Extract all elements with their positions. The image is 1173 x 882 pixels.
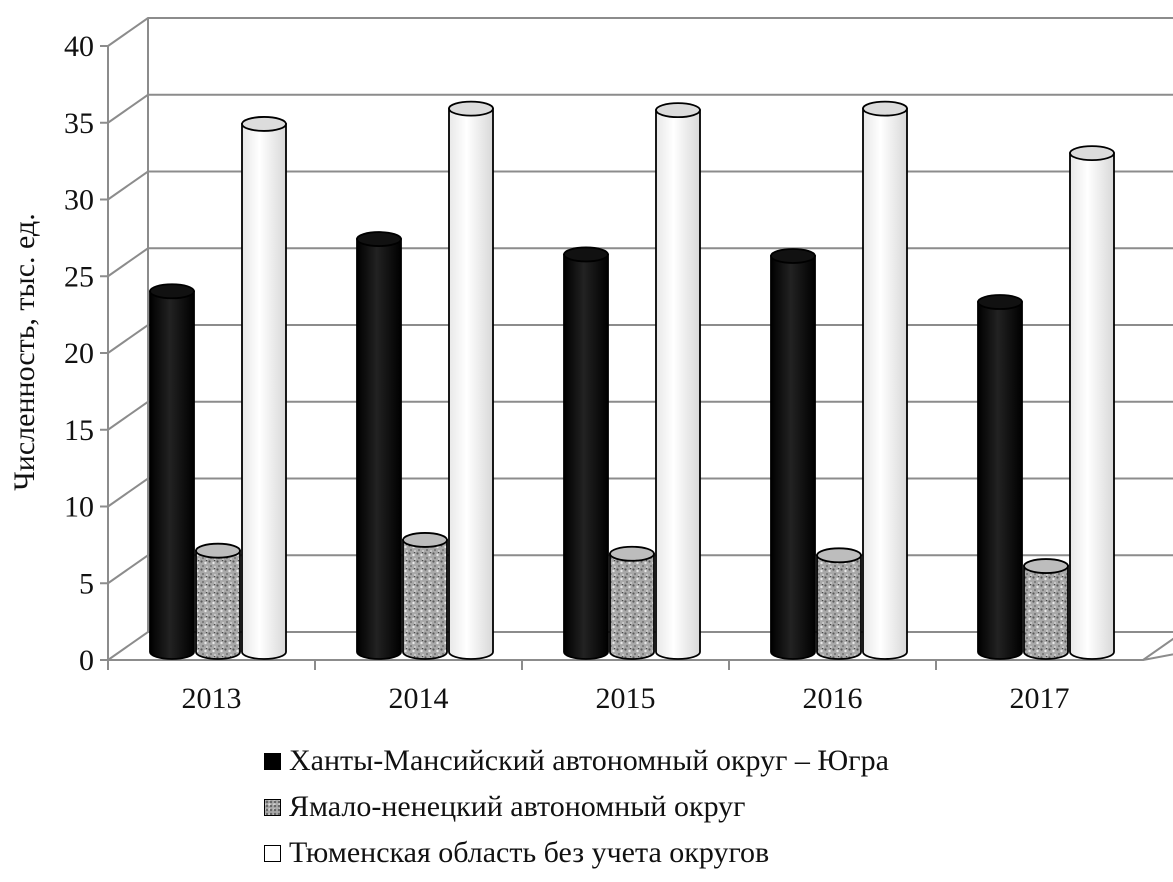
bar-body (816, 554, 862, 660)
y-tick-label: 25 (64, 260, 94, 293)
y-axis-ticks: 0 5 10 15 20 25 30 35 40 (64, 30, 108, 677)
bar-2016-series-2 (862, 100, 908, 660)
y-tick-label: 35 (64, 107, 94, 140)
y-axis-title: Численность, тыс. ед. (8, 213, 41, 490)
y-tick-label: 30 (64, 184, 94, 217)
chart-floor (104, 631, 1173, 661)
bar-2017-series-0 (977, 294, 1023, 660)
gridline (107, 324, 1173, 354)
bar-2013-series-2 (241, 116, 287, 660)
bar-top-cap (149, 283, 195, 300)
bar-2016-series-1 (816, 547, 862, 660)
legend-label: Ямало-ненецкий автономный округ (289, 790, 746, 823)
gridline (107, 247, 1173, 278)
x-tick-label: 2015 (596, 682, 656, 715)
bar-series (149, 100, 1115, 660)
y-tick-label: 15 (64, 414, 94, 447)
bar-body (402, 539, 448, 660)
y-tick-label: 40 (64, 30, 94, 63)
bar-body (356, 238, 402, 660)
bar-top-cap (448, 100, 494, 117)
bar-top-cap (862, 100, 908, 117)
bar-body (195, 549, 241, 660)
bar-2016-series-0 (770, 248, 816, 660)
floor-right-edge (1142, 653, 1173, 661)
bar-top-cap (977, 294, 1023, 310)
gridline (107, 93, 1173, 124)
bar-top-cap (402, 532, 448, 548)
bar-2013-series-0 (149, 283, 195, 660)
x-tick-label: 2014 (389, 682, 449, 715)
bar-body (770, 255, 816, 660)
bar-body (1069, 152, 1115, 660)
legend-label: Тюменская область без учета округов (289, 836, 770, 869)
legend-swatch-white (264, 844, 281, 862)
bar-top-cap (563, 246, 609, 263)
bar-top-cap (356, 231, 402, 247)
bar-body (609, 552, 655, 660)
bar-2015-series-2 (655, 102, 701, 660)
bar-body (241, 123, 287, 660)
bar-body (655, 109, 701, 660)
gridline (107, 477, 1173, 508)
y-tick-label: 10 (64, 491, 94, 524)
bar-body (149, 290, 195, 660)
y-tick-label: 20 (64, 337, 94, 370)
bar-body (448, 107, 494, 660)
x-tick-label: 2017 (1010, 682, 1070, 715)
bar-top-cap (195, 542, 241, 559)
x-axis-ticks: 2013 2014 2015 2016 2017 (107, 660, 1070, 715)
bar-top-cap (1023, 558, 1069, 574)
legend-item-yanao: Ямало-ненецкий автономный округ (264, 788, 889, 826)
bar-2017-series-2 (1069, 145, 1115, 660)
bar-2013-series-1 (195, 542, 241, 660)
bar-body (563, 253, 609, 660)
bar-top-cap (609, 545, 655, 562)
bar-body (1023, 565, 1069, 660)
legend: Ханты-Мансийский автономный округ – Югра… (264, 742, 889, 880)
legend-item-khmao: Ханты-Мансийский автономный округ – Югра (264, 742, 889, 780)
gridline (107, 400, 1173, 431)
bar-2015-series-1 (609, 545, 655, 660)
gridline (107, 170, 1173, 201)
bar-2014-series-0 (356, 231, 402, 660)
y-tick-label: 0 (79, 644, 94, 677)
bar-2017-series-1 (1023, 558, 1069, 660)
gridline (107, 17, 1173, 47)
bar-body (977, 301, 1023, 660)
bar-top-cap (655, 102, 701, 119)
bar-top-cap (770, 248, 816, 264)
legend-label: Ханты-Мансийский автономный округ – Югра (289, 744, 889, 777)
y-tick-label: 5 (79, 567, 94, 600)
x-tick-label: 2016 (803, 682, 863, 715)
legend-item-tyumen: Тюменская область без учета округов (264, 834, 889, 872)
legend-swatch-speckled (264, 798, 281, 816)
bar-top-cap (816, 547, 862, 564)
bar-top-cap (241, 116, 287, 132)
x-tick-label: 2013 (182, 682, 242, 715)
legend-swatch-black (264, 752, 281, 770)
bar-2014-series-2 (448, 100, 494, 660)
bar-2014-series-1 (402, 532, 448, 660)
bar-top-cap (1069, 145, 1115, 162)
bar-body (862, 107, 908, 660)
bar-2015-series-0 (563, 246, 609, 660)
